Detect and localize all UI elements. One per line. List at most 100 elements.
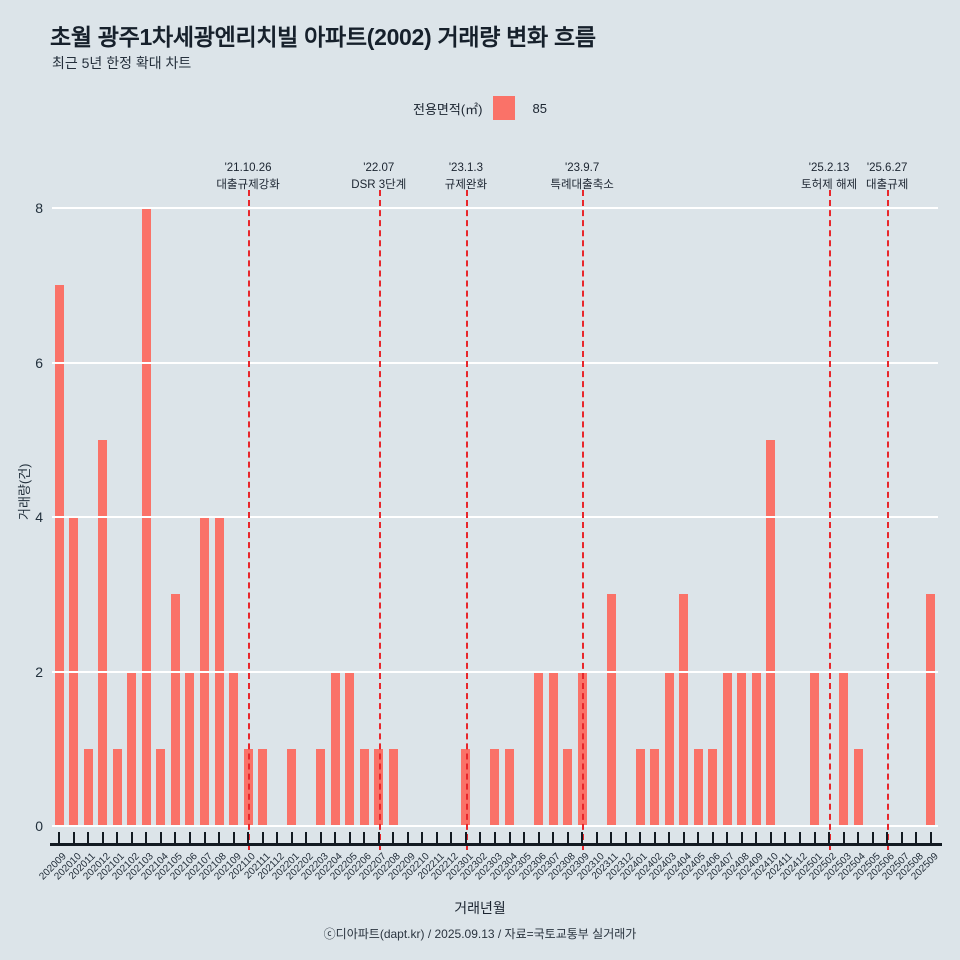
event-name: 대출규제강화 [216, 178, 280, 191]
x-axis-tick [697, 832, 700, 844]
x-axis-tick [87, 832, 90, 844]
bar[interactable] [650, 748, 660, 826]
y-axis-tick-label: 2 [35, 663, 43, 680]
x-axis-tick [363, 832, 366, 844]
bar[interactable] [170, 594, 180, 826]
x-axis-line [50, 843, 942, 846]
x-axis-tick [886, 832, 889, 844]
bar[interactable] [185, 671, 195, 826]
bar[interactable] [127, 671, 137, 826]
bar[interactable] [737, 671, 747, 826]
chart-legend: 전용면적(㎡) 85 [0, 96, 960, 120]
x-axis-tick [653, 832, 656, 844]
event-marker-line [887, 190, 890, 850]
x-axis-tick [334, 832, 337, 844]
event-date: '22.07 [363, 162, 395, 174]
event-marker-line [248, 190, 251, 850]
bar[interactable] [330, 671, 340, 826]
x-axis-tick [857, 832, 860, 844]
x-axis-tick [174, 832, 177, 844]
bar[interactable] [693, 748, 703, 826]
x-axis-tick [479, 832, 482, 844]
x-axis-tick [377, 832, 380, 844]
x-axis-tick [101, 832, 104, 844]
event-marker-line [582, 190, 585, 850]
event-marker-label: '23.1.3 규제완화 [445, 160, 487, 193]
x-axis-tick [842, 832, 845, 844]
bar[interactable] [112, 748, 122, 826]
event-name: 토허제 해제 [801, 178, 858, 191]
x-axis-tick [348, 832, 351, 844]
bar[interactable] [708, 748, 718, 826]
x-axis-tick [610, 832, 613, 844]
x-axis-tick [508, 832, 511, 844]
bar[interactable] [548, 671, 558, 826]
y-gridline [52, 361, 938, 364]
bar[interactable] [83, 748, 93, 826]
x-axis-tick [624, 832, 627, 844]
bar[interactable] [258, 748, 268, 826]
bar[interactable] [722, 671, 732, 826]
bar[interactable] [926, 594, 936, 826]
x-axis-title: 거래년월 [454, 900, 506, 916]
bar[interactable] [751, 671, 761, 826]
bar[interactable] [229, 671, 239, 826]
x-axis-tick [261, 832, 264, 844]
x-axis-tick [537, 832, 540, 844]
legend-label: 전용면적(㎡) [413, 101, 483, 117]
bar[interactable] [388, 748, 398, 826]
y-axis-tick-label: 0 [35, 818, 43, 834]
bar[interactable] [853, 748, 863, 826]
x-axis-tick [305, 832, 308, 844]
x-axis-tick [668, 832, 671, 844]
bar[interactable] [606, 594, 616, 826]
x-axis-tick [421, 832, 424, 844]
x-axis-tick [130, 832, 133, 844]
x-axis-tick [523, 832, 526, 844]
x-axis-tick [828, 832, 831, 844]
event-marker-label: '21.10.26 대출규제강화 [216, 160, 279, 193]
bar[interactable] [316, 748, 326, 826]
x-axis-tick [188, 832, 191, 844]
event-name: DSR 3단계 [351, 178, 407, 191]
x-axis-tick [740, 832, 743, 844]
bar[interactable] [766, 439, 776, 826]
bar[interactable] [54, 285, 64, 826]
bar[interactable] [359, 748, 369, 826]
event-name: 대출규제 [865, 178, 909, 191]
x-axis-tick [799, 832, 802, 844]
event-marker-label: '23.9.7 특례대출축소 [550, 160, 613, 193]
x-axis-tick [290, 832, 293, 844]
bar[interactable] [810, 671, 820, 826]
bar[interactable] [563, 748, 573, 826]
event-date: '25.6.27 [866, 162, 908, 174]
bar[interactable] [664, 671, 674, 826]
event-date: '23.1.3 [448, 162, 484, 174]
x-axis-tick [435, 832, 438, 844]
event-date: '25.2.13 [808, 162, 850, 174]
x-axis-tick [726, 832, 729, 844]
x-axis-tick [929, 832, 932, 844]
page-title: 초월 광주1차세광엔리치빌 아파트(2002) 거래량 변화 흐름 [50, 24, 596, 50]
bar[interactable] [156, 748, 166, 826]
bar[interactable] [839, 671, 849, 826]
bar[interactable] [505, 748, 515, 826]
legend-value: 85 [532, 100, 547, 116]
footer-credit: ⓒ디아파트(dapt.kr) / 2025.09.13 / 자료=국토교통부 실… [323, 927, 637, 941]
x-axis-tick [450, 832, 453, 844]
bar[interactable] [534, 671, 544, 826]
plot-area: 0 2 4 6 8 [35, 190, 938, 850]
bar[interactable] [345, 671, 355, 826]
bar[interactable] [287, 748, 297, 826]
bar[interactable] [490, 748, 500, 826]
bar[interactable] [679, 594, 689, 826]
legend-color-swatch [492, 96, 515, 120]
bar[interactable] [98, 439, 108, 826]
x-axis-tick [871, 832, 874, 844]
y-axis-tick-label: 4 [35, 509, 43, 525]
bar[interactable] [635, 748, 645, 826]
y-gridline [52, 670, 938, 673]
x-axis-tick [682, 832, 685, 844]
y-gridline [52, 207, 938, 209]
